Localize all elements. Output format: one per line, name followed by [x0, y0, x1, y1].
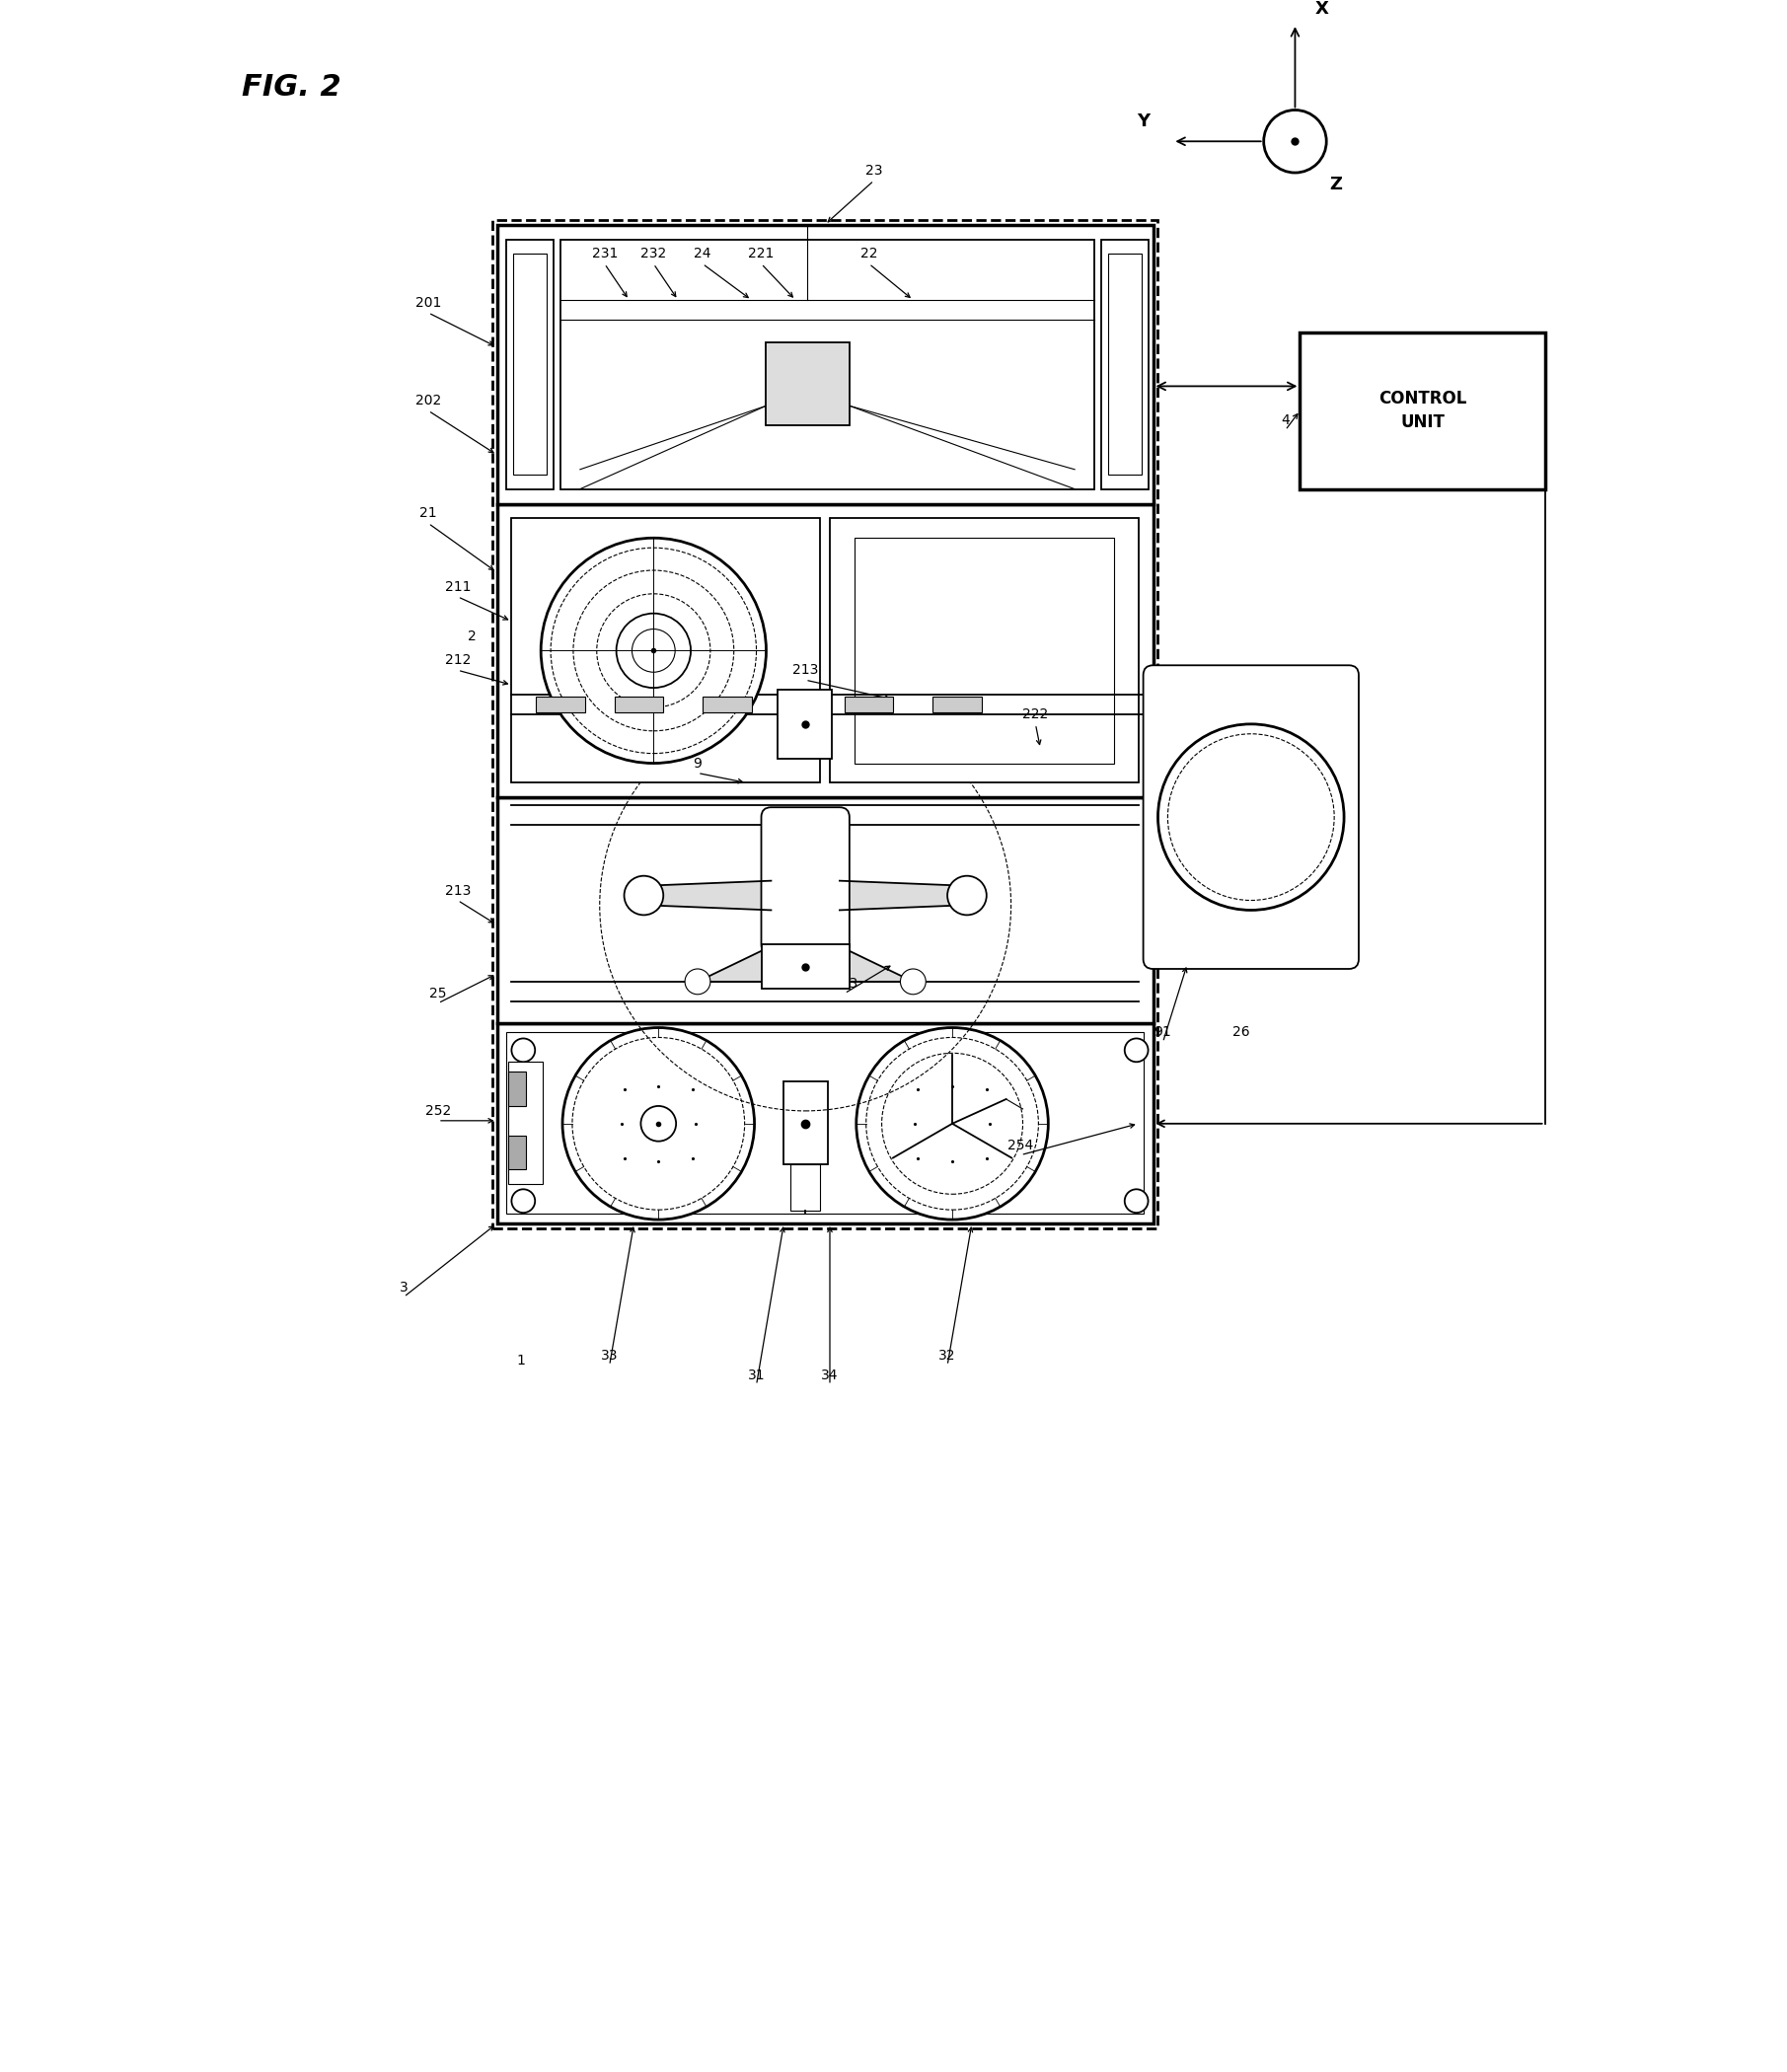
Bar [561, 238, 1094, 489]
Text: 222: 222 [1022, 707, 1049, 721]
Bar [536, 696, 584, 713]
Circle shape [1263, 110, 1326, 172]
Text: 32: 32 [938, 1349, 956, 1363]
Bar [1108, 255, 1142, 474]
Circle shape [633, 630, 675, 671]
Bar [1147, 669, 1355, 963]
Text: 25: 25 [429, 986, 447, 1001]
Circle shape [617, 613, 692, 688]
Text: 2: 2 [468, 630, 477, 642]
Text: 253: 253 [831, 976, 858, 990]
Polygon shape [840, 881, 961, 910]
Circle shape [1124, 1038, 1147, 1063]
Bar [767, 342, 849, 425]
Bar [497, 224, 1153, 503]
Circle shape [624, 876, 663, 916]
Bar [497, 798, 1153, 1024]
Bar [854, 539, 1113, 762]
Text: 202: 202 [415, 394, 441, 408]
Text: 9: 9 [1188, 781, 1197, 796]
Text: 252: 252 [425, 1104, 450, 1117]
Text: 34: 34 [822, 1368, 838, 1382]
Bar [508, 238, 554, 489]
Text: 231: 231 [591, 247, 618, 261]
Bar [933, 696, 981, 713]
Bar [511, 518, 820, 783]
Text: 26: 26 [1233, 1026, 1249, 1040]
Text: X: X [1315, 0, 1328, 19]
Text: CONTROL
UNIT: CONTROL UNIT [1378, 390, 1467, 431]
Circle shape [541, 539, 767, 762]
Polygon shape [697, 930, 913, 982]
Bar [509, 1071, 525, 1106]
Text: 21: 21 [420, 506, 438, 520]
Bar [784, 1082, 827, 1164]
Text: 23: 23 [865, 164, 883, 178]
Text: Y: Y [1137, 112, 1149, 131]
Text: 4: 4 [1281, 414, 1290, 427]
Circle shape [563, 1028, 754, 1220]
Bar [1101, 238, 1147, 489]
Text: 9: 9 [693, 756, 702, 771]
Text: Z: Z [1330, 176, 1342, 193]
Text: 22: 22 [860, 247, 877, 261]
Circle shape [511, 1189, 534, 1212]
Text: 91: 91 [1154, 1026, 1172, 1040]
Text: 213: 213 [445, 883, 470, 897]
Bar [509, 1135, 525, 1171]
Text: 232: 232 [640, 247, 667, 261]
Bar [513, 255, 547, 474]
Circle shape [684, 970, 711, 995]
Polygon shape [649, 881, 770, 910]
Text: 3: 3 [400, 1280, 407, 1295]
Text: 211: 211 [445, 580, 470, 595]
Bar [845, 696, 894, 713]
Text: 31: 31 [747, 1368, 765, 1382]
Text: 1: 1 [516, 1353, 525, 1368]
Bar [491, 220, 1158, 1229]
Text: 212: 212 [445, 653, 470, 667]
Bar [1299, 332, 1544, 489]
Circle shape [901, 970, 926, 995]
Text: 33: 33 [600, 1349, 618, 1363]
Bar [497, 1024, 1153, 1222]
Bar [509, 1063, 543, 1185]
Text: 201: 201 [415, 296, 441, 311]
Bar [615, 696, 663, 713]
Text: 24: 24 [693, 247, 711, 261]
Circle shape [947, 876, 986, 916]
Text: 221: 221 [749, 247, 774, 261]
Bar [761, 945, 849, 988]
Circle shape [511, 1038, 534, 1063]
FancyBboxPatch shape [761, 808, 849, 955]
Text: 213: 213 [792, 663, 818, 678]
Circle shape [856, 1028, 1049, 1220]
Circle shape [1124, 1189, 1147, 1212]
Bar [790, 1164, 820, 1210]
Text: 251: 251 [783, 889, 808, 901]
Text: FIG. 2: FIG. 2 [243, 73, 341, 102]
Bar [777, 690, 831, 758]
Circle shape [1158, 723, 1344, 910]
Text: 254: 254 [1008, 1138, 1033, 1152]
Bar [702, 696, 752, 713]
FancyBboxPatch shape [1144, 665, 1358, 970]
Bar [497, 503, 1153, 798]
Bar [829, 518, 1138, 783]
Circle shape [642, 1106, 675, 1142]
Bar [508, 1032, 1144, 1214]
